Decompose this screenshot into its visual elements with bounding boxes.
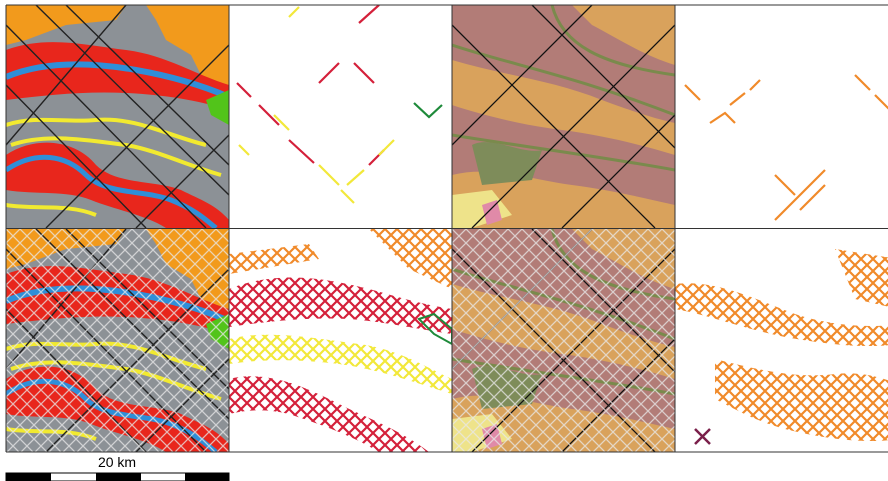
panel-borders bbox=[5, 4, 888, 453]
geology-map bbox=[6, 5, 229, 228]
geology-map bbox=[452, 5, 675, 228]
map-panel bbox=[6, 5, 229, 228]
panel-bg bbox=[229, 5, 452, 228]
scale-bar-label: 20 km bbox=[98, 454, 136, 470]
map-panel bbox=[675, 229, 888, 452]
hatch-overlay bbox=[6, 229, 229, 452]
map-panel bbox=[452, 5, 675, 228]
hatch-overlay bbox=[452, 229, 675, 452]
line-segments bbox=[684, 74, 888, 221]
map-panel bbox=[6, 229, 229, 452]
map-panel bbox=[229, 229, 452, 452]
line-segments bbox=[236, 5, 443, 204]
scale-bar-segment bbox=[96, 473, 141, 481]
map-panel bbox=[229, 5, 452, 228]
panel-bg bbox=[675, 5, 888, 228]
scale-bar-segment bbox=[185, 473, 229, 481]
map-panel bbox=[675, 5, 888, 228]
scale-bar-segment bbox=[6, 473, 51, 481]
scale-bar bbox=[5, 472, 230, 481]
map-panel bbox=[452, 229, 675, 452]
